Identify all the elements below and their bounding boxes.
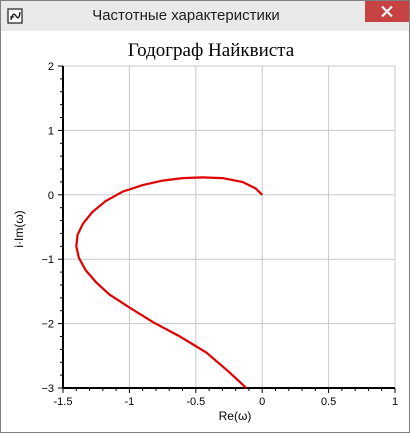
close-icon [381,5,393,18]
x-tick-label: -1.5 [54,396,73,408]
y-tick-label: −3 [41,383,54,395]
app-icon [7,8,23,24]
nyquist-curve [75,176,263,389]
window-title: Частотные характеристики [92,7,280,24]
y-tick-label: −2 [41,319,54,331]
title-bar[interactable]: Частотные характеристики [1,1,409,31]
x-axis-label: Re(ω) [219,409,252,423]
x-tick-label: 0 [259,396,265,408]
nyquist-chart: Годограф Найквиста -1.5 -1 -0.5 0 0.5 1 2 1 0 −1… [12,40,399,423]
y-tick-labels: 2 1 0 −1 −2 −3 [41,61,54,395]
x-tick-label: 1 [392,396,398,408]
x-tick-label: -1 [125,396,135,408]
close-button[interactable] [365,1,409,22]
x-tick-label: -0.5 [186,396,205,408]
y-tick-label: −1 [41,254,54,266]
x-tick-labels: -1.5 -1 -0.5 0 0.5 1 [54,396,399,408]
grid-lines [62,65,396,389]
x-tick-label: 0.5 [321,396,336,408]
axes [58,65,396,393]
y-tick-label: 1 [48,125,54,137]
chart-area: Годограф Найквиста -1.5 -1 -0.5 0 0.5 1 2 1 0 −1… [9,31,402,424]
series-group [75,176,263,389]
chart-title: Годограф Найквиста [128,40,295,61]
y-tick-label: 2 [48,61,54,73]
y-axis-label: i·Im(ω) [12,210,26,247]
y-tick-label: 0 [48,190,54,202]
